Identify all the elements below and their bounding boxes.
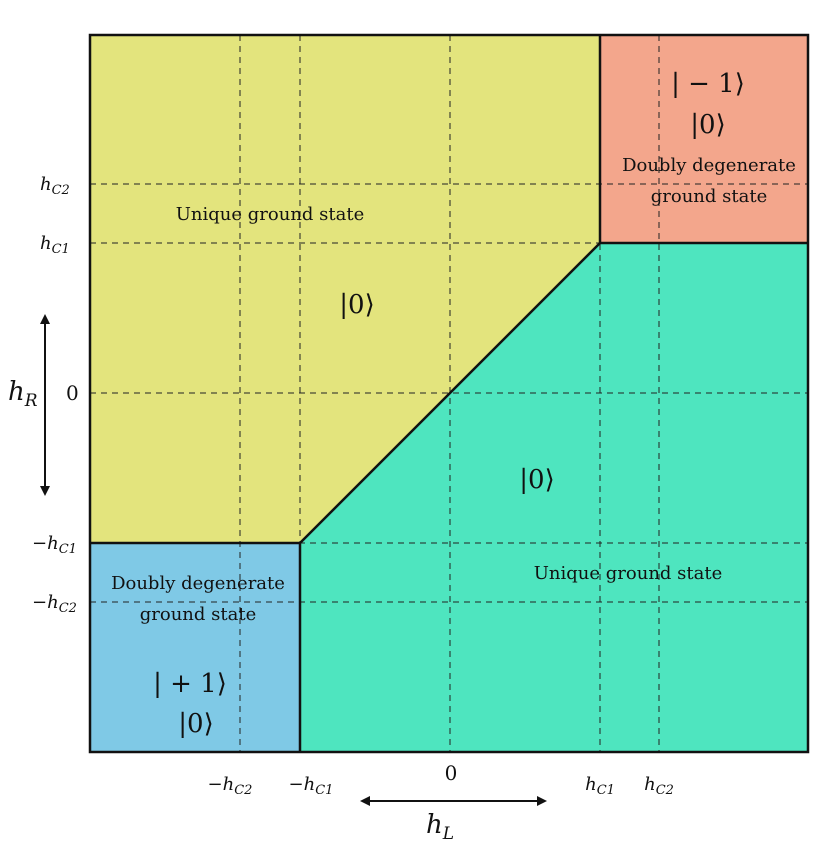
bottom-left-description-line1: Doubly degenerate [111,573,285,594]
phase-boundaries [88,33,810,754]
top-right-description-line2: ground state [651,186,767,207]
y-tick-hc1: hC1 [40,233,70,257]
region-bottom-right-unique [300,243,808,752]
x-axis-label: hL [426,810,454,843]
x-tick-neg-hc2: −hC2 [208,774,253,798]
x-axis-indicator: hL [360,796,547,843]
plot-frame [88,33,810,754]
x-tick-hc2: hC2 [644,774,674,798]
y-tick-labels: hC2 hC1 0 −hC1 −hC2 [32,174,79,616]
bottom-right-state: |0⟩ [519,465,554,495]
top-right-state-1: | − 1⟩ [671,69,745,99]
y-axis-indicator: hR [8,314,50,496]
y-tick-hc2: hC2 [40,174,70,198]
boundary-main [298,35,602,752]
top-left-description: Unique ground state [176,204,365,225]
x-tick-labels: −hC2 −hC1 0 hC1 hC2 [208,761,674,798]
bottom-right-description: Unique ground state [534,563,723,584]
x-tick-hc1: hC1 [585,774,615,798]
y-tick-zero: 0 [66,381,79,405]
region-top-right-degenerate [600,35,808,243]
bottom-left-state-2: |0⟩ [178,709,213,739]
region-top-left-unique [90,35,600,543]
region-bottom-left-degenerate [90,543,300,752]
top-right-state-2: |0⟩ [690,110,725,140]
region-labels: Unique ground state |0⟩ |0⟩ Unique groun… [111,69,796,739]
top-right-description-line1: Doubly degenerate [622,155,796,176]
y-tick-neg-hc1: −hC1 [32,533,77,557]
x-tick-neg-hc1: −hC1 [289,774,334,798]
y-axis-label: hR [8,377,38,411]
bottom-left-description-line2: ground state [140,604,256,625]
top-left-state: |0⟩ [339,290,374,320]
bottom-left-state-1: | + 1⟩ [153,669,227,699]
x-tick-zero: 0 [445,761,458,785]
y-tick-neg-hc2: −hC2 [32,592,77,616]
